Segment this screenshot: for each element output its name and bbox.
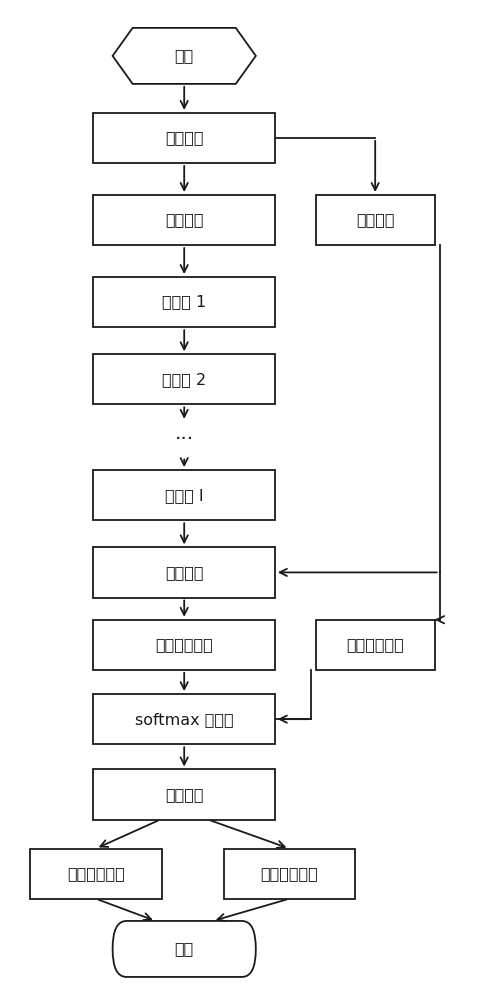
FancyBboxPatch shape (30, 849, 161, 899)
Text: 测试样本特征: 测试样本特征 (346, 637, 404, 652)
Text: 提取特征: 提取特征 (165, 565, 203, 580)
Text: softmax 分类器: softmax 分类器 (135, 712, 233, 727)
FancyBboxPatch shape (224, 849, 355, 899)
Text: 隐藏层 l: 隐藏层 l (165, 488, 203, 503)
Text: 故障严重程度: 故障严重程度 (260, 866, 318, 881)
Text: 训练样本特征: 训练样本特征 (156, 637, 213, 652)
FancyBboxPatch shape (94, 354, 275, 404)
Text: 隐藏层 2: 隐藏层 2 (162, 372, 206, 387)
Text: 隐藏层 1: 隐藏层 1 (162, 295, 206, 310)
FancyBboxPatch shape (94, 547, 275, 598)
Text: 设备健康状态: 设备健康状态 (67, 866, 125, 881)
Text: 结束: 结束 (174, 941, 194, 956)
FancyBboxPatch shape (94, 470, 275, 520)
FancyBboxPatch shape (315, 620, 435, 670)
Text: 测试样本: 测试样本 (356, 213, 395, 228)
Text: 训练样本: 训练样本 (165, 213, 203, 228)
Polygon shape (113, 28, 256, 84)
FancyBboxPatch shape (94, 769, 275, 820)
FancyBboxPatch shape (113, 921, 256, 977)
Text: 故障诊断: 故障诊断 (165, 787, 203, 802)
FancyBboxPatch shape (94, 694, 275, 744)
Text: ···: ··· (175, 430, 194, 449)
FancyBboxPatch shape (94, 195, 275, 245)
FancyBboxPatch shape (315, 195, 435, 245)
Text: 开始: 开始 (174, 48, 194, 63)
FancyBboxPatch shape (94, 620, 275, 670)
Text: 获取数据: 获取数据 (165, 130, 203, 145)
FancyBboxPatch shape (94, 277, 275, 327)
FancyBboxPatch shape (94, 113, 275, 163)
